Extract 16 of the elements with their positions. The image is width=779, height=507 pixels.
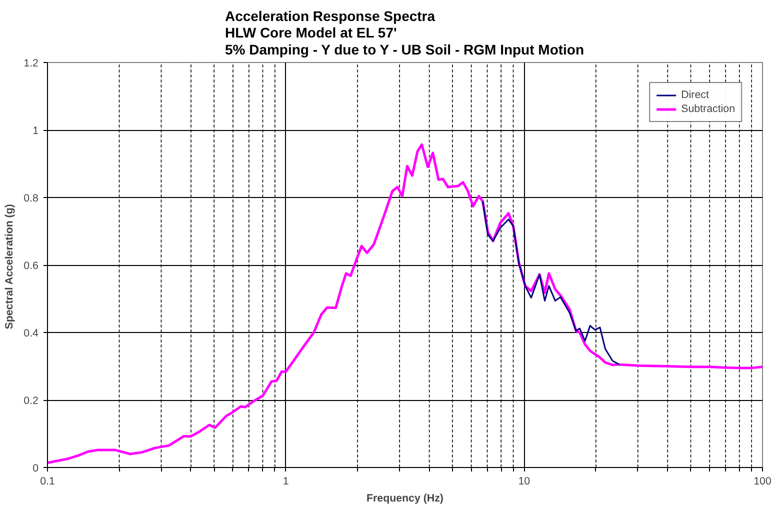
y-axis-title: Spectral Acceleration (g)	[4, 204, 16, 330]
y-tick-label: 0.8	[24, 192, 39, 204]
y-tick-label: 0.2	[24, 395, 39, 407]
y-tick-label: 1.2	[24, 58, 39, 70]
x-tick-label: 1	[282, 476, 289, 488]
y-tick-label: 0.6	[24, 260, 39, 272]
y-tick-label: 1	[32, 125, 39, 137]
chart-title: Acceleration Response Spectra HLW Core Model at EL 57' 5% Damping - Y due to Y - UB Soil - RGM Input Motion	[224, 8, 584, 58]
y-tick-label: 0.4	[24, 328, 39, 340]
x-tick-label: 10	[518, 476, 530, 488]
legend-label: Subtraction	[681, 103, 735, 115]
x-tick-label: 0.1	[40, 476, 55, 488]
x-axis-title: Frequency (Hz)	[366, 492, 444, 504]
legend-label: Direct	[681, 89, 709, 101]
x-tick-label: 100	[754, 476, 772, 488]
y-tick-label: 0	[32, 462, 39, 474]
